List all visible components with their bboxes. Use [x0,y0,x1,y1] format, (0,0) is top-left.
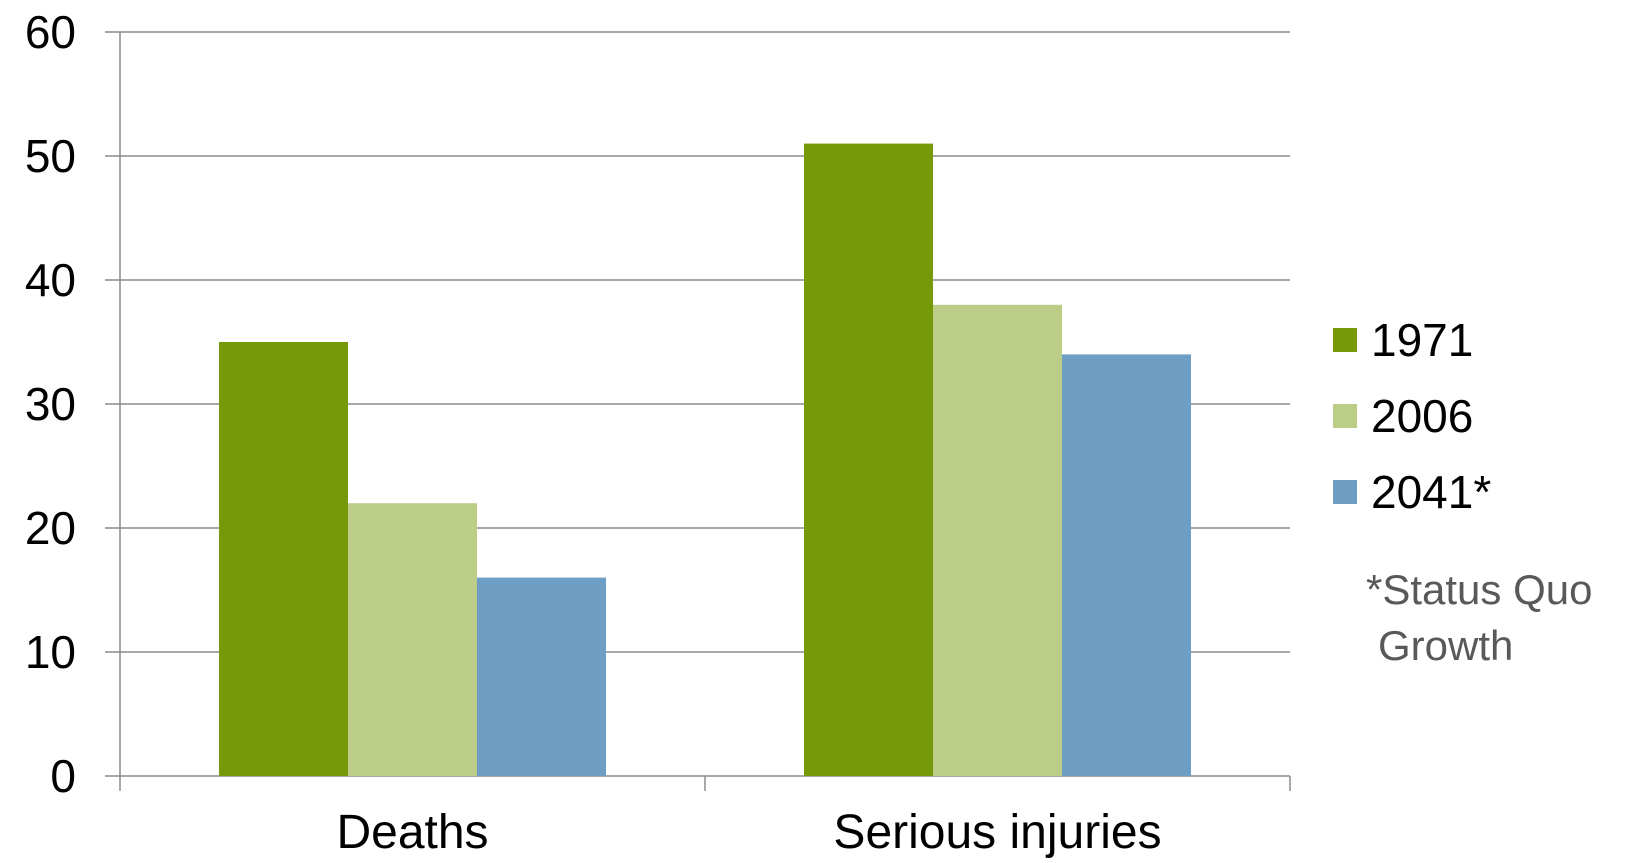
y-tick-labels: 0 10 20 30 40 50 60 [25,6,76,802]
legend-swatch [1333,328,1357,352]
category-label: Serious injuries [833,806,1161,859]
y-tick-label: 20 [25,502,76,554]
y-tick-label: 10 [25,626,76,678]
legend: 1971 2006 2041* *Status Quo Growth [1333,314,1592,669]
y-tick-label: 50 [25,130,76,182]
legend-note-line: *Status Quo [1366,566,1592,613]
legend-label: 2041* [1371,466,1491,518]
legend-swatch [1333,480,1357,504]
bar-1971-deaths [219,342,348,776]
legend-label: 2006 [1371,390,1473,442]
bar-2041-deaths [477,577,606,776]
bars [219,143,1191,777]
y-tick-label: 60 [25,6,76,58]
y-tick-label: 40 [25,254,76,306]
y-tick-label: 30 [25,378,76,430]
legend-note-line: Growth [1378,622,1513,669]
y-tick-label: 0 [50,750,76,802]
bar-2041-serious-injuries [1062,354,1191,776]
legend-swatch [1333,404,1357,428]
bar-2006-deaths [348,503,477,776]
category-label: Deaths [336,806,488,859]
bar-1971-serious-injuries [804,143,933,777]
category-labels: Deaths Serious injuries [336,806,1161,859]
legend-label: 1971 [1371,314,1473,366]
bar-2006-serious-injuries [933,304,1062,776]
